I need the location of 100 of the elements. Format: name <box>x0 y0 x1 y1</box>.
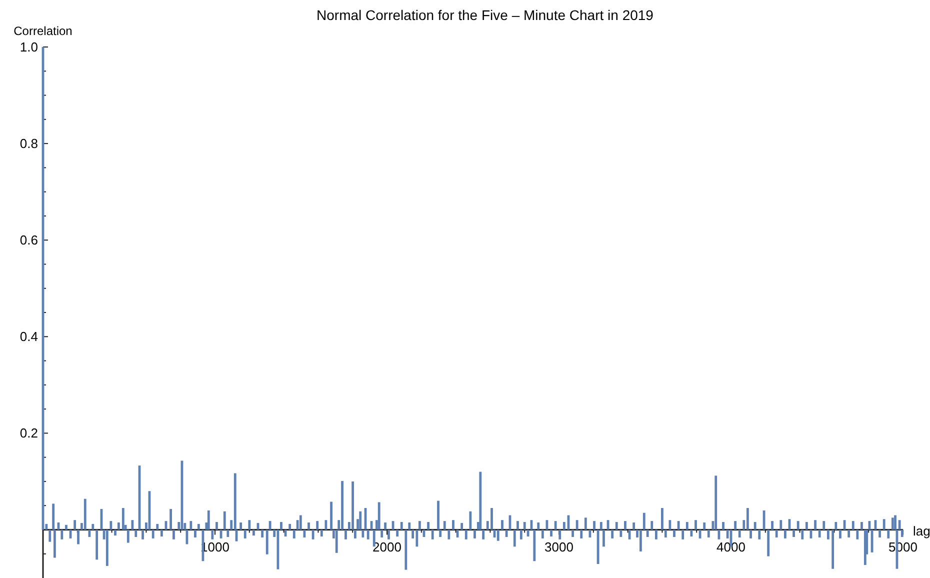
bar <box>223 511 226 530</box>
bar <box>852 521 854 530</box>
bar <box>792 530 795 537</box>
bar <box>474 530 476 538</box>
bar <box>408 522 411 530</box>
bar <box>416 530 418 547</box>
bar <box>694 520 697 530</box>
bar <box>860 522 863 530</box>
bar <box>580 530 583 538</box>
bar <box>805 522 808 530</box>
bar <box>427 522 430 530</box>
y-tick-label: 0.2 <box>20 426 38 441</box>
bar <box>738 530 741 538</box>
bar <box>292 530 296 538</box>
bar <box>122 508 124 530</box>
bar <box>77 530 80 544</box>
bar <box>775 530 778 538</box>
x-axis-title: lag <box>913 524 930 539</box>
bar <box>754 522 756 530</box>
bar <box>344 530 347 540</box>
bar <box>541 530 544 538</box>
bar <box>878 530 881 538</box>
bar <box>226 530 230 537</box>
bar <box>152 530 154 538</box>
bar <box>252 530 255 536</box>
bar <box>516 521 519 530</box>
bar <box>668 520 672 530</box>
bar <box>60 530 64 540</box>
bar <box>550 530 552 536</box>
bar <box>690 530 693 536</box>
bar <box>194 530 196 538</box>
bar <box>537 522 540 530</box>
bar <box>501 520 504 530</box>
bar <box>117 522 120 530</box>
bar <box>380 530 384 538</box>
bar <box>142 530 144 540</box>
bar <box>74 520 76 530</box>
y-tick-label: 0.8 <box>20 136 38 152</box>
bar <box>482 530 485 540</box>
bar <box>266 530 268 554</box>
bar <box>106 530 108 566</box>
bar <box>661 508 664 530</box>
bar <box>448 530 450 540</box>
bar <box>330 502 332 530</box>
bar <box>303 530 306 538</box>
bar <box>308 522 310 530</box>
bar <box>404 530 408 570</box>
bar <box>533 530 536 562</box>
bar <box>443 521 446 530</box>
bar <box>814 520 816 530</box>
x-tick-label: 3000 <box>544 540 574 555</box>
bar <box>248 520 251 530</box>
bar <box>160 530 163 536</box>
bar <box>479 472 482 530</box>
bar <box>834 522 838 530</box>
bar <box>366 530 370 540</box>
bar <box>654 530 658 540</box>
bar <box>170 508 172 530</box>
bar <box>211 530 214 540</box>
bar <box>848 530 850 538</box>
bar <box>96 530 98 560</box>
bar <box>686 522 688 530</box>
bar <box>615 522 618 530</box>
bar <box>746 508 749 530</box>
bar <box>324 520 328 530</box>
bar <box>352 481 354 530</box>
bar <box>750 530 752 538</box>
bar <box>600 522 602 530</box>
bar <box>240 522 242 530</box>
bar <box>576 520 578 530</box>
bar <box>632 522 636 530</box>
bar <box>520 530 522 540</box>
bar <box>244 530 246 538</box>
y-tick-label: 1.0 <box>20 40 38 54</box>
bar <box>611 530 614 538</box>
bar <box>832 530 834 569</box>
bar <box>388 530 390 540</box>
chart-title: Normal Correlation for the Five – Minute Chart in 2019 <box>316 7 654 23</box>
bar <box>156 524 159 530</box>
bar <box>418 521 421 530</box>
bar <box>92 524 94 530</box>
y-tick-label: 0.6 <box>20 232 38 248</box>
bar <box>826 530 830 540</box>
bar <box>280 522 282 530</box>
bar <box>431 530 434 540</box>
bar <box>261 530 264 538</box>
bar <box>572 530 574 537</box>
bar <box>288 524 292 530</box>
bar <box>593 521 596 530</box>
bar <box>722 522 724 530</box>
y-axis-title: Correlation <box>14 24 72 38</box>
bar <box>584 518 587 530</box>
bar <box>822 521 826 530</box>
bar <box>48 530 52 542</box>
bar <box>554 521 557 530</box>
bar <box>714 476 718 530</box>
bar <box>642 512 646 530</box>
bar <box>320 530 323 536</box>
bar <box>801 530 804 540</box>
bar <box>131 520 134 530</box>
